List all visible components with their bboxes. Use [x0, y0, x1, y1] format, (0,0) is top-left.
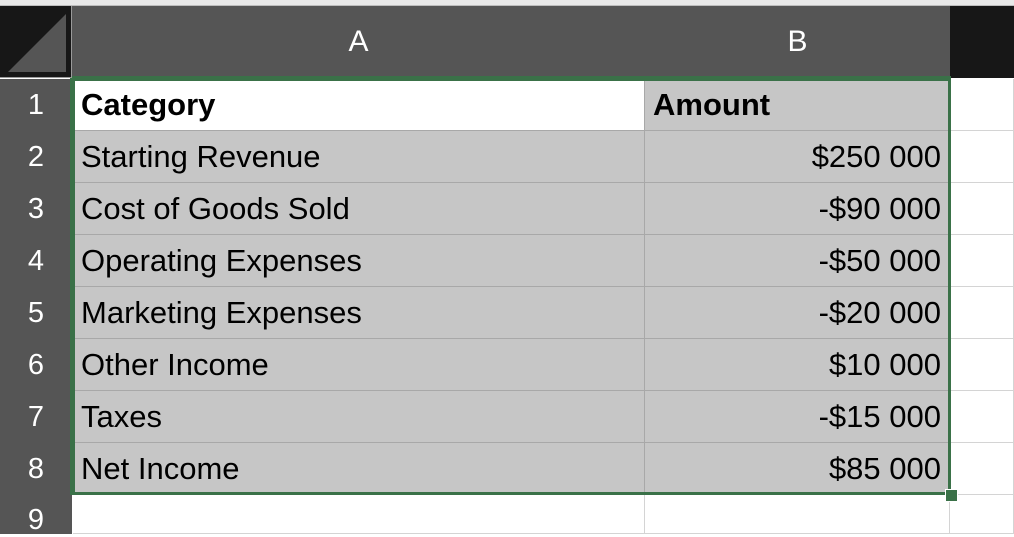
- select-all-triangle-icon: [8, 14, 66, 72]
- cell-a4[interactable]: Operating Expenses: [73, 235, 645, 287]
- cell-b9[interactable]: [645, 494, 950, 534]
- cell-c6[interactable]: [950, 339, 1014, 391]
- cell-b5[interactable]: -$20 000: [645, 287, 950, 339]
- select-all-button[interactable]: [0, 6, 72, 78]
- row-header-4[interactable]: 4: [0, 235, 72, 287]
- cell-c9[interactable]: [950, 494, 1014, 534]
- row-header-5[interactable]: 5: [0, 287, 72, 339]
- column-header-a[interactable]: A: [72, 6, 645, 78]
- cell-a1[interactable]: Category: [73, 79, 645, 131]
- cell-b3[interactable]: -$90 000: [645, 183, 950, 235]
- cell-a2[interactable]: Starting Revenue: [73, 131, 645, 183]
- row-header-7[interactable]: 7: [0, 391, 72, 443]
- cell-b1[interactable]: Amount: [645, 79, 950, 131]
- cell-a7[interactable]: Taxes: [73, 391, 645, 443]
- toolbar-edge: [0, 0, 1014, 6]
- cell-b2[interactable]: $250 000: [645, 131, 950, 183]
- cell-b6[interactable]: $10 000: [645, 339, 950, 391]
- selected-columns-indicator: [72, 76, 951, 79]
- cell-b8[interactable]: $85 000: [645, 443, 950, 495]
- fill-handle[interactable]: [945, 489, 958, 502]
- row-header-3[interactable]: 3: [0, 183, 72, 235]
- row-header-6[interactable]: 6: [0, 339, 72, 391]
- cell-c4[interactable]: [950, 235, 1014, 287]
- column-header-c[interactable]: [950, 6, 1014, 78]
- cell-c1[interactable]: [950, 79, 1014, 131]
- row-header-1[interactable]: 1: [0, 79, 72, 131]
- row-header-9[interactable]: 9: [0, 494, 72, 536]
- selected-rows-indicator: [70, 78, 73, 495]
- row-header-2[interactable]: 2: [0, 131, 72, 183]
- column-header-b[interactable]: B: [645, 6, 950, 78]
- cell-c7[interactable]: [950, 391, 1014, 443]
- cell-b4[interactable]: -$50 000: [645, 235, 950, 287]
- cell-c3[interactable]: [950, 183, 1014, 235]
- cell-a6[interactable]: Other Income: [73, 339, 645, 391]
- cell-a5[interactable]: Marketing Expenses: [73, 287, 645, 339]
- cell-b7[interactable]: -$15 000: [645, 391, 950, 443]
- cell-a8[interactable]: Net Income: [73, 443, 645, 495]
- cell-c2[interactable]: [950, 131, 1014, 183]
- cell-c5[interactable]: [950, 287, 1014, 339]
- row-header-8[interactable]: 8: [0, 443, 72, 495]
- cell-a9[interactable]: [73, 494, 645, 534]
- cell-c8[interactable]: [950, 443, 1014, 495]
- cell-a3[interactable]: Cost of Goods Sold: [73, 183, 645, 235]
